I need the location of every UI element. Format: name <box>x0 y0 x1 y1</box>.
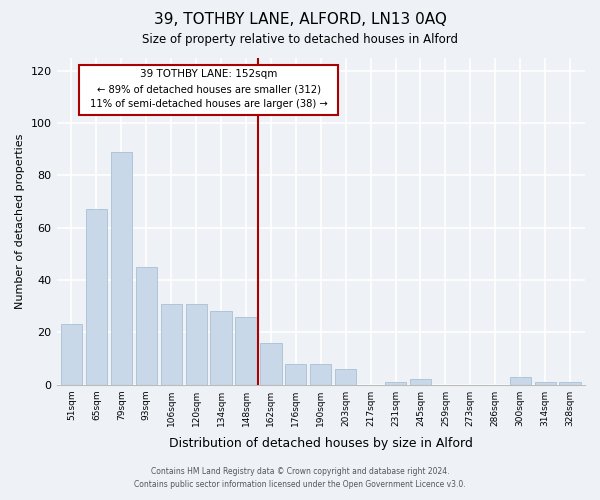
Bar <box>161 304 182 384</box>
Bar <box>509 377 531 384</box>
Bar <box>260 343 281 384</box>
FancyBboxPatch shape <box>79 66 338 115</box>
Bar <box>385 382 406 384</box>
Bar <box>559 382 581 384</box>
Bar <box>235 316 257 384</box>
Bar <box>535 382 556 384</box>
Text: ← 89% of detached houses are smaller (312): ← 89% of detached houses are smaller (31… <box>97 84 320 94</box>
Text: 39, TOTHBY LANE, ALFORD, LN13 0AQ: 39, TOTHBY LANE, ALFORD, LN13 0AQ <box>154 12 446 28</box>
Text: 39 TOTHBY LANE: 152sqm: 39 TOTHBY LANE: 152sqm <box>140 70 277 80</box>
Bar <box>136 267 157 384</box>
Bar <box>211 312 232 384</box>
Y-axis label: Number of detached properties: Number of detached properties <box>15 134 25 309</box>
X-axis label: Distribution of detached houses by size in Alford: Distribution of detached houses by size … <box>169 437 473 450</box>
Text: Contains HM Land Registry data © Crown copyright and database right 2024.
Contai: Contains HM Land Registry data © Crown c… <box>134 467 466 489</box>
Bar <box>185 304 207 384</box>
Bar <box>335 369 356 384</box>
Bar <box>285 364 307 384</box>
Bar <box>86 210 107 384</box>
Bar <box>410 380 431 384</box>
Text: 11% of semi-detached houses are larger (38) →: 11% of semi-detached houses are larger (… <box>90 99 328 109</box>
Text: Size of property relative to detached houses in Alford: Size of property relative to detached ho… <box>142 32 458 46</box>
Bar <box>310 364 331 384</box>
Bar <box>61 324 82 384</box>
Bar <box>111 152 132 384</box>
